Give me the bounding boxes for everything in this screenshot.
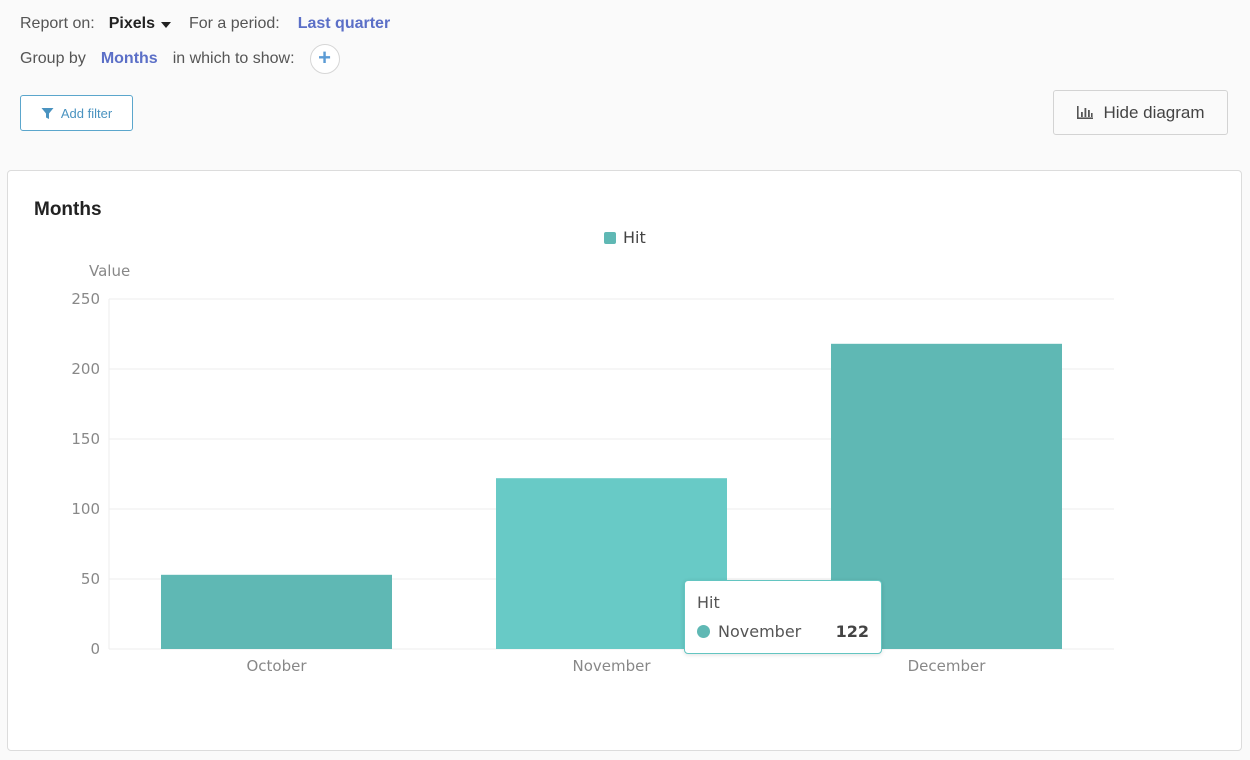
show-in-label: in which to show: [172, 50, 295, 67]
y-tick-label: 250 [71, 290, 100, 308]
y-tick-label: 0 [90, 640, 100, 658]
tooltip-series-dot [697, 625, 710, 638]
hide-diagram-button[interactable]: Hide diagram [1053, 90, 1228, 135]
x-tick-label: October [246, 657, 307, 675]
period-label: For a period: [188, 15, 280, 32]
period-link[interactable]: Last quarter [297, 15, 391, 32]
chart-card: Months Hit Value 0 50 100 150 200 250 October Nov… [7, 170, 1242, 751]
y-tick-label: 200 [71, 360, 100, 378]
group-by-row: Group by Months in which to show: + [20, 44, 340, 74]
x-tick-label: November [572, 657, 651, 675]
caret-down-icon [160, 22, 171, 28]
x-tick-label: December [908, 657, 987, 675]
legend-label: Hit [623, 228, 646, 247]
chart-tooltip: Hit November 122 [684, 580, 882, 654]
add-filter-label: Add filter [60, 105, 113, 121]
legend-swatch [604, 232, 616, 244]
plus-icon: + [318, 45, 331, 70]
group-by-link[interactable]: Months [100, 50, 158, 67]
y-tick-label: 150 [71, 430, 100, 448]
report-on-row: Report on: Pixels For a period: Last qua… [20, 12, 390, 36]
bar-chart-icon [1077, 106, 1094, 119]
tooltip-category: November [718, 622, 802, 641]
hide-diagram-label: Hide diagram [1103, 102, 1205, 122]
tooltip-series: Hit [697, 593, 720, 612]
metric-dropdown[interactable]: Pixels [109, 15, 171, 33]
bar-chart: Hit Value 0 50 100 150 200 250 October November De… [71, 228, 1114, 675]
tooltip-value: 122 [835, 622, 869, 641]
report-on-label: Report on: [20, 15, 95, 32]
group-by-label: Group by [20, 50, 86, 67]
metric-value: Pixels [108, 15, 155, 32]
report-controls: Report on: Pixels For a period: Last qua… [0, 0, 1250, 170]
tooltip-row: November 122 [697, 622, 869, 641]
bar-october [161, 574, 392, 649]
y-axis-label: Value [89, 262, 130, 280]
card-title: Months [34, 199, 102, 220]
y-tick-label: 100 [71, 500, 100, 518]
y-tick-label: 50 [81, 570, 100, 588]
add-grouping-button[interactable]: + [309, 44, 340, 74]
add-filter-button[interactable]: Add filter [20, 95, 133, 131]
filter-icon [41, 107, 54, 119]
